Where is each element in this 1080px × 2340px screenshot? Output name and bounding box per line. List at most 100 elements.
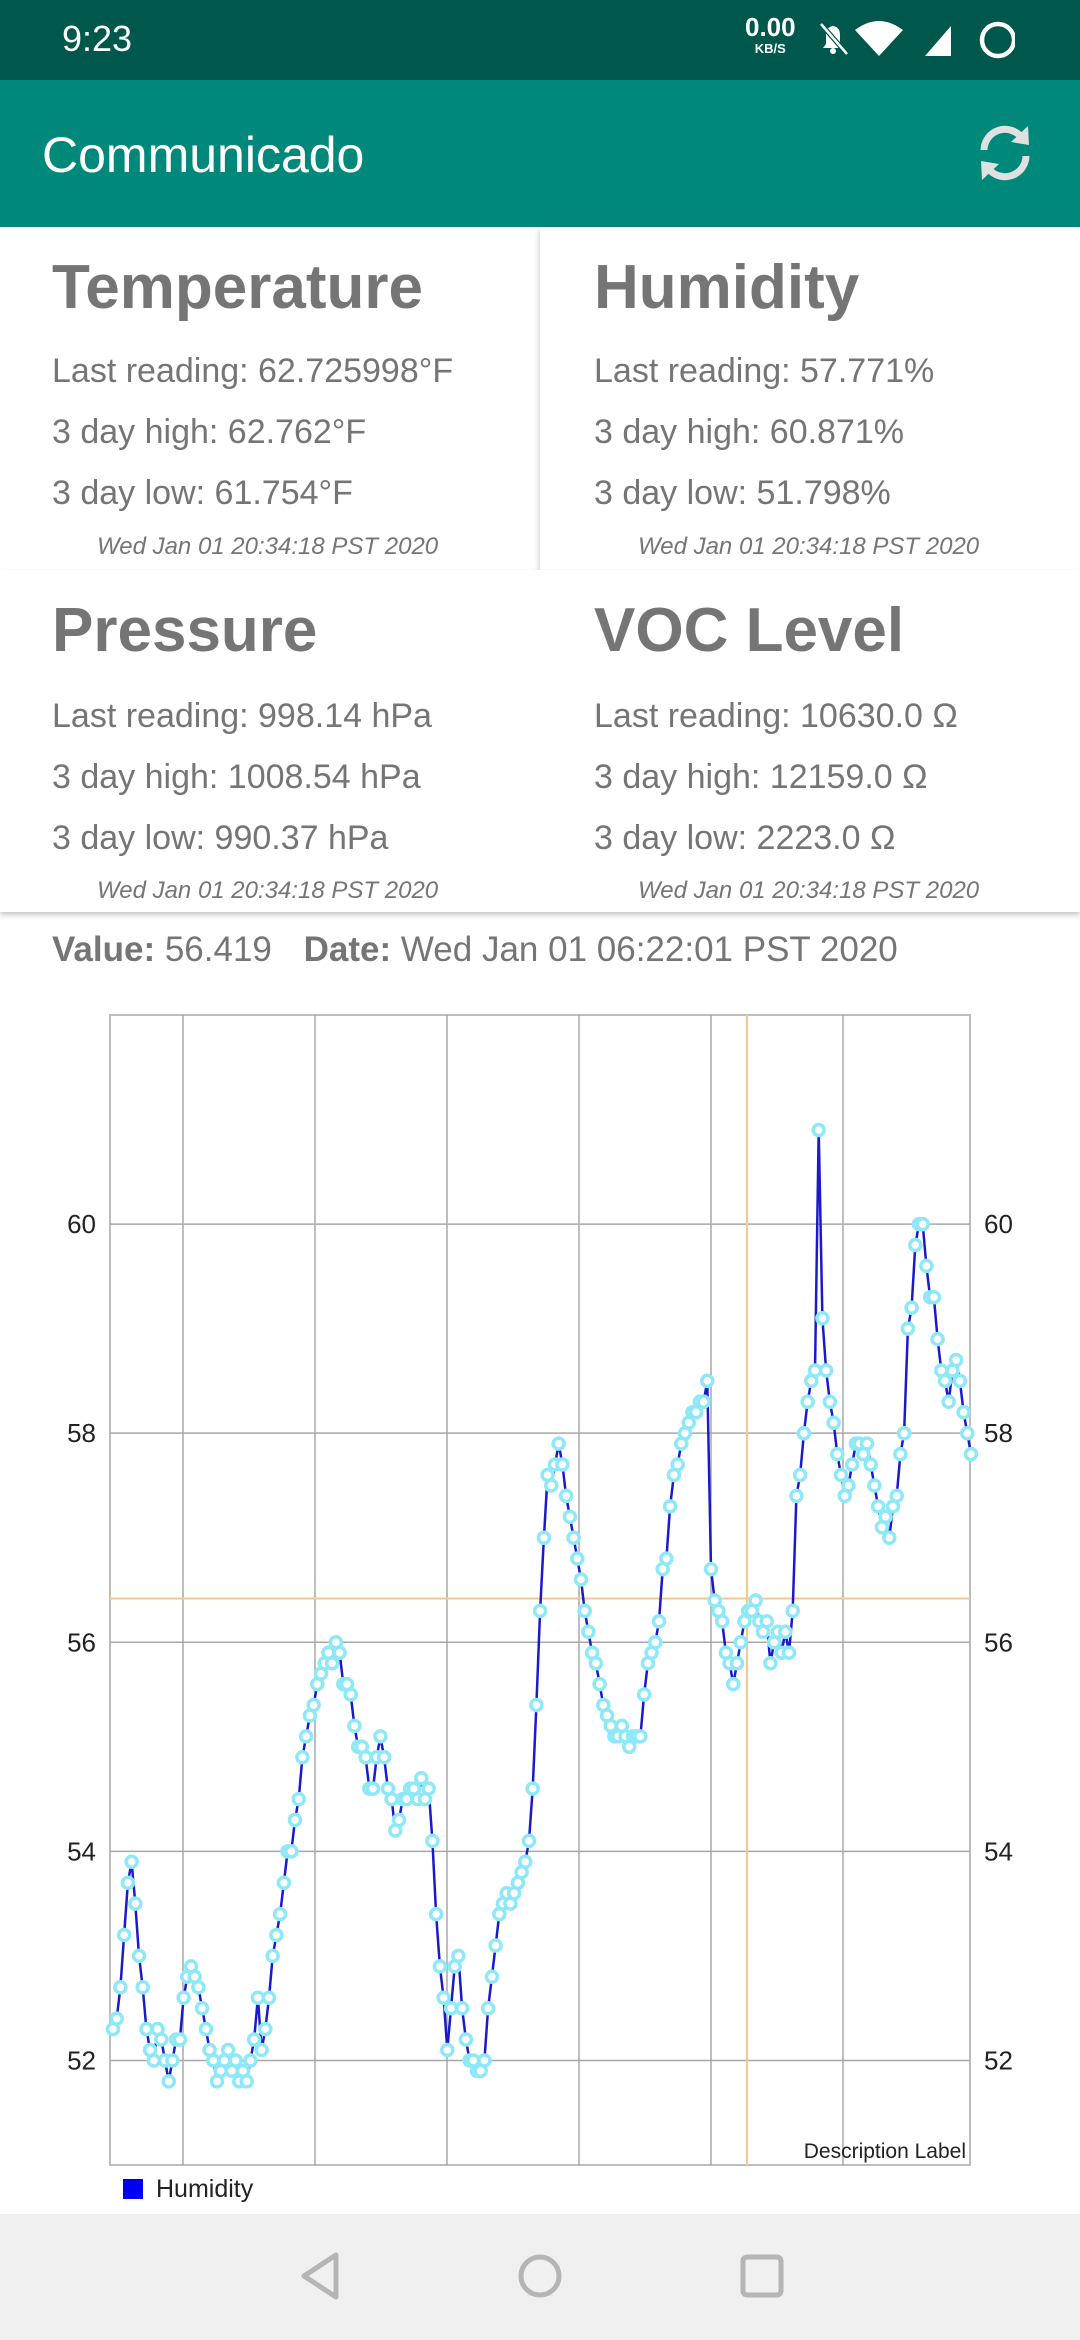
data-point xyxy=(700,1373,715,1389)
data-point xyxy=(484,1969,500,1985)
card-high: 3 day high: 62.762°F xyxy=(52,413,367,451)
back-icon[interactable] xyxy=(298,2251,342,2301)
app-title: Communicado xyxy=(42,127,365,183)
data-point xyxy=(265,1948,280,1964)
data-point xyxy=(161,2074,176,2089)
home-icon[interactable] xyxy=(517,2251,563,2301)
data-point xyxy=(243,2053,258,2068)
data-point xyxy=(246,2032,262,2047)
card-high: 3 day high: 60.871% xyxy=(594,413,905,451)
date-label: Date: xyxy=(303,930,392,969)
data-point xyxy=(373,1729,388,1744)
data-point xyxy=(261,1990,277,2005)
data-point xyxy=(154,2032,169,2047)
data-point xyxy=(295,1750,310,1765)
data-point xyxy=(785,1603,800,1619)
data-point xyxy=(191,1980,206,1995)
series-line-humidity xyxy=(111,1129,973,2087)
data-point xyxy=(960,1425,975,1441)
plot-area xyxy=(109,1014,971,2166)
data-point xyxy=(882,1530,897,1545)
y-tick-label-left: 58 xyxy=(67,1418,96,1448)
recents-icon[interactable] xyxy=(739,2251,785,2301)
legend-label: Humidity xyxy=(156,2175,254,2203)
card-title: Temperature xyxy=(52,253,423,322)
data-point xyxy=(867,1478,882,1493)
y-tick-label-right: 58 xyxy=(984,1418,1013,1448)
temperature-card[interactable]: Temperature Last reading: 62.725998°F 3 … xyxy=(0,227,540,570)
data-point xyxy=(291,1791,306,1807)
data-point xyxy=(324,1655,340,1671)
data-point xyxy=(648,1635,663,1650)
data-point xyxy=(116,1927,132,1943)
data-point xyxy=(488,1938,503,1953)
voc-card[interactable]: VOC Level Last reading: 10630.0 Ω 3 day … xyxy=(540,570,1080,912)
data-point xyxy=(815,1310,830,1326)
card-title: VOC Level xyxy=(594,596,905,665)
data-point xyxy=(759,1614,774,1629)
data-point xyxy=(276,1875,292,1890)
series-points-humidity xyxy=(105,1122,979,2089)
data-point xyxy=(254,2042,269,2058)
bottom-cards-row xyxy=(0,570,1080,912)
data-point xyxy=(800,1394,815,1410)
card-title: Pressure xyxy=(52,596,318,665)
data-point xyxy=(432,1959,448,1974)
data-point xyxy=(696,1394,711,1410)
data-point xyxy=(878,1509,893,1525)
data-point xyxy=(414,1770,429,1786)
data-point xyxy=(458,2032,474,2047)
data-point xyxy=(570,1551,585,1566)
data-point xyxy=(651,1614,667,1629)
pressure-card[interactable]: Pressure Last reading: 998.14 hPa 3 day … xyxy=(0,570,540,912)
data-point xyxy=(287,1812,303,1828)
data-point xyxy=(956,1405,971,1420)
data-point xyxy=(306,1697,321,1713)
data-point xyxy=(480,2000,496,2016)
data-point xyxy=(904,1300,919,1315)
data-point xyxy=(376,1750,392,1765)
refresh-icon[interactable] xyxy=(970,118,1040,188)
data-point xyxy=(529,1697,544,1713)
card-low: 3 day low: 2223.0 Ω xyxy=(594,819,896,857)
data-point xyxy=(198,2021,214,2037)
data-point xyxy=(811,1122,826,1138)
data-point xyxy=(633,1729,648,1744)
card-timestamp: Wed Jan 01 20:34:18 PST 2020 xyxy=(97,533,439,560)
humidity-chart[interactable]: 52 52 54 54 56 56 58 58 60 60 Description Label Hum… xyxy=(0,1000,1080,2220)
data-point xyxy=(926,1290,942,1305)
data-point xyxy=(525,1781,540,1796)
y-tick-label-left: 52 xyxy=(67,2045,96,2075)
network-speed-value: 0.00 xyxy=(745,12,796,42)
data-point xyxy=(165,2053,180,2068)
chart-description-label: Description Label xyxy=(804,2140,966,2163)
data-point xyxy=(139,2021,154,2037)
data-point xyxy=(477,2053,492,2068)
navigation-bar xyxy=(0,2214,1080,2340)
data-point xyxy=(592,1676,607,1692)
data-point xyxy=(841,1478,856,1493)
data-point xyxy=(120,1875,136,1890)
data-point xyxy=(566,1530,581,1545)
data-point xyxy=(826,1415,841,1430)
card-low: 3 day low: 61.754°F xyxy=(52,474,353,512)
data-point xyxy=(789,1488,804,1504)
data-point xyxy=(915,1216,930,1232)
data-point xyxy=(555,1457,570,1472)
card-low: 3 day low: 990.37 hPa xyxy=(52,819,389,857)
data-point xyxy=(428,1906,444,1922)
card-last-reading: Last reading: 10630.0 Ω xyxy=(594,697,958,735)
y-tick-label-left: 56 xyxy=(67,1627,96,1657)
y-tick-label-right: 52 xyxy=(984,2045,1013,2075)
status-icons xyxy=(819,21,1015,59)
data-point xyxy=(228,2053,243,2068)
data-point xyxy=(919,1258,934,1274)
data-point xyxy=(703,1561,719,1577)
data-point xyxy=(822,1394,838,1410)
data-point xyxy=(113,1980,128,1995)
data-point xyxy=(332,1645,347,1660)
humidity-card[interactable]: Humidity Last reading: 57.771% 3 day hig… xyxy=(540,227,1080,570)
data-point xyxy=(778,1624,793,1640)
data-point xyxy=(948,1352,964,1368)
data-point xyxy=(258,2021,273,2037)
